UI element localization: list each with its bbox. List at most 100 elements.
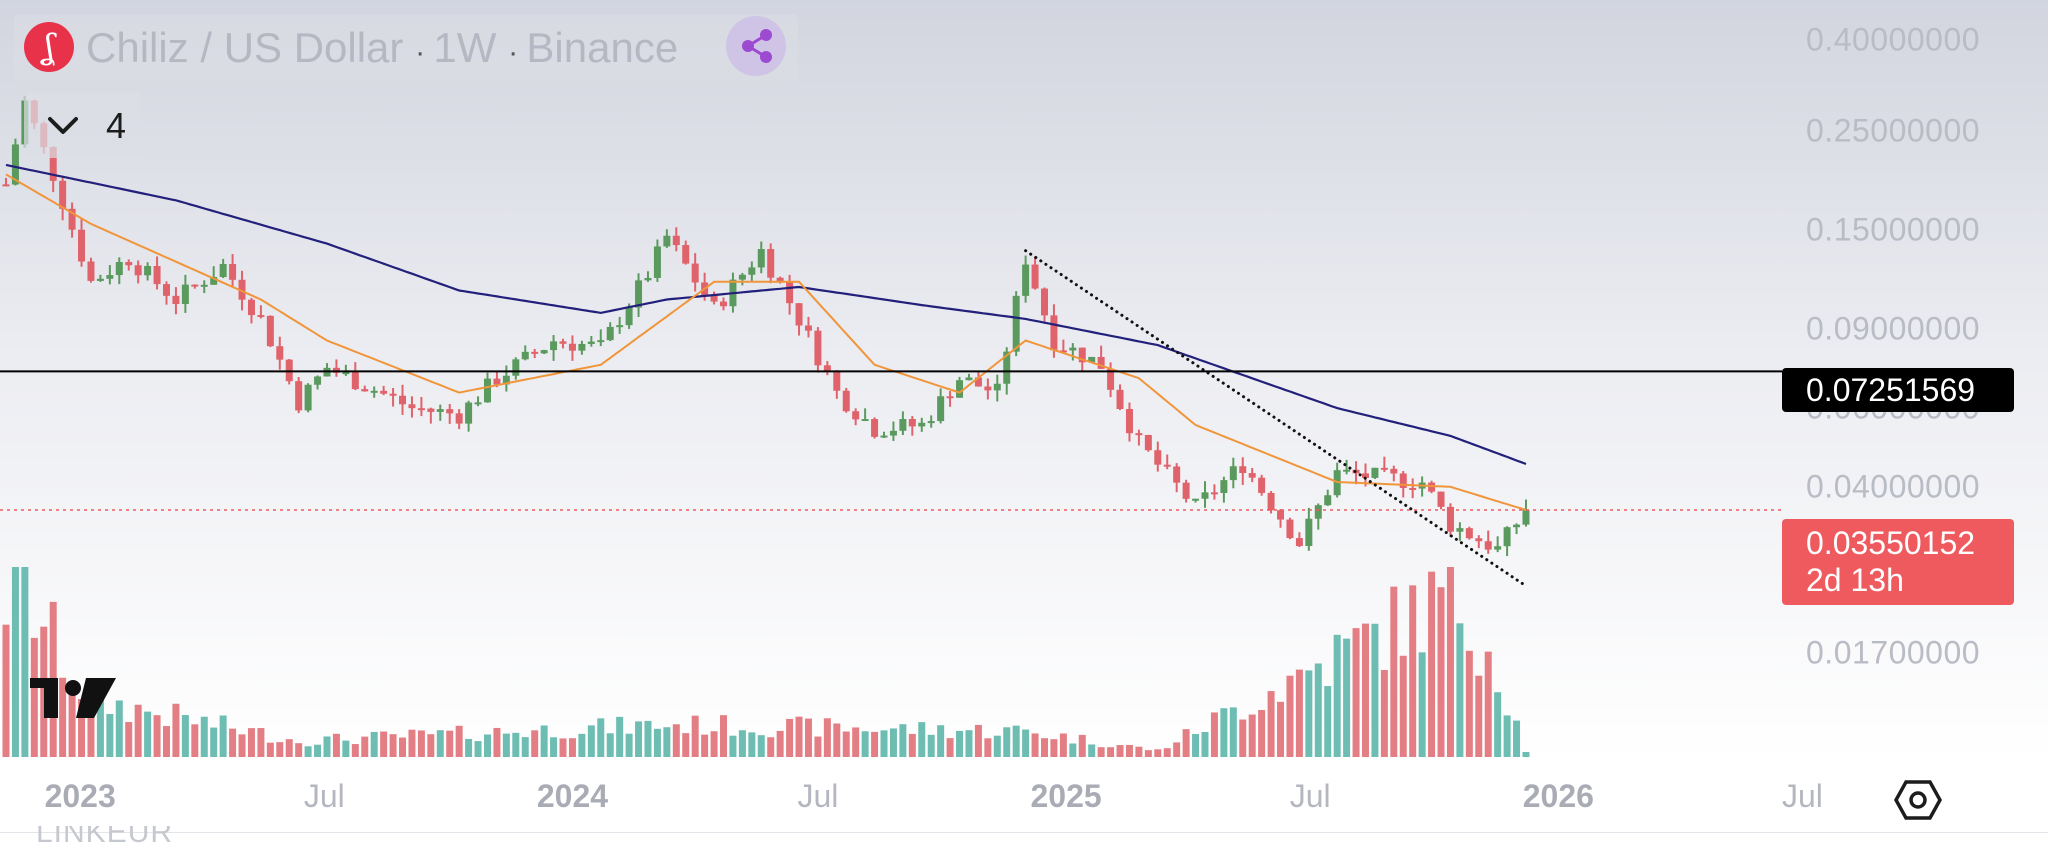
candle-body [172,295,180,305]
candle-body [1163,464,1171,467]
bar-countdown: 2d 13h [1806,562,1904,598]
volume-bar [1248,714,1256,757]
volume-bar [247,728,255,757]
candle-body [1201,492,1209,499]
volume-bar [1277,701,1285,757]
volume-bar [1324,686,1332,757]
candle-body [153,265,161,285]
volume-bar [153,715,161,757]
volume-bar [531,730,539,757]
candle-body [1040,288,1048,316]
volume-bar [568,738,576,757]
chart-settings-icon[interactable] [1894,778,1942,822]
volume-bar [172,703,180,757]
candle-body [1437,491,1445,507]
candle-body [748,267,756,275]
volume-bar [1409,585,1417,757]
volume-bar [427,734,435,757]
volume-bar [1361,623,1369,757]
horizontal-line-price-tag[interactable]: 0.07251569 [1782,368,2014,412]
volume-bar [1173,742,1181,757]
volume-bar [1267,691,1275,757]
candle-body [125,261,133,266]
candle-body [1220,480,1228,493]
chart-pane[interactable] [0,0,1782,760]
share-icon [742,29,772,63]
share-button[interactable] [726,16,786,76]
candle-body [106,275,114,279]
chiliz-logo-icon: ʆ [24,22,74,72]
candle-body [814,330,822,366]
volume-bar [144,711,152,757]
volume-bar [257,728,265,757]
candle-body [1428,482,1436,492]
symbol-legend[interactable]: ʆ Chiliz / US Dollar · 1W · Binance [14,14,798,82]
volume-bar [597,718,605,757]
volume-bar [974,724,982,757]
tradingview-logo-icon[interactable] [30,676,120,722]
candle-body [1305,518,1313,547]
volume-bar [1125,744,1133,757]
volume-bar [540,725,548,757]
volume-bar [361,736,369,757]
volume-bar [899,724,907,757]
volume-bar [342,740,350,757]
price-tick-label: 0.40000000 [1806,21,1981,58]
volume-bar [229,728,237,757]
volume-bar [1022,729,1030,757]
volume-bar [1031,733,1039,757]
candle-body [550,341,558,351]
volume-bar [380,731,388,757]
candle-body [786,282,794,304]
volume-bar [1295,669,1303,757]
volume-bar [1135,746,1143,757]
candle-body [1503,527,1511,547]
volume-bar [578,733,586,757]
time-axis-label: Jul [1289,778,1331,814]
candle-body [852,411,860,420]
volume-bar [1305,670,1313,757]
volume-bar [408,729,416,757]
volume-bar [1210,712,1218,757]
indicator-lines [0,163,1782,588]
candle-body [502,375,510,385]
volume-bar [191,724,199,757]
candle-body [1059,350,1067,353]
volume-bar [389,734,397,757]
candle-body [540,350,548,354]
candle-body [417,408,425,411]
candle-body [899,418,907,431]
next-symbol-label[interactable]: LINKEUR [36,826,174,846]
volume-bar [1475,675,1483,757]
volume-bar [465,738,473,757]
volume-bar [436,730,444,757]
ema_fast-line [5,173,1527,511]
time-axis-label: 2026 [1522,778,1594,814]
volume-bar [559,738,567,757]
volume-bar [1116,745,1124,757]
candle-body [144,265,152,276]
candle-body [1314,505,1322,519]
candle-body [1380,467,1388,470]
volume-bar [238,734,246,757]
candle-body [644,277,652,281]
volume-bar [927,734,935,757]
symbol-title[interactable]: Chiliz / US Dollar · 1W · Binance [86,24,678,72]
indicators-toggle-button[interactable]: 4 [24,92,140,158]
candle-body [587,341,595,344]
candle-body [342,372,350,375]
volume-bar [399,737,407,757]
candle-body [653,246,661,278]
candle-body [1192,498,1200,501]
candle-body [1456,528,1464,532]
candle-body [1144,434,1152,451]
trendline-line [1024,249,1528,588]
volume-bar [21,567,29,757]
candle-body [1277,510,1285,520]
candle-body [682,245,690,264]
volume-bar [663,727,671,757]
time-axis-label: 2025 [1030,778,1102,814]
candle-body [238,279,246,300]
volume-bar [1446,567,1454,757]
